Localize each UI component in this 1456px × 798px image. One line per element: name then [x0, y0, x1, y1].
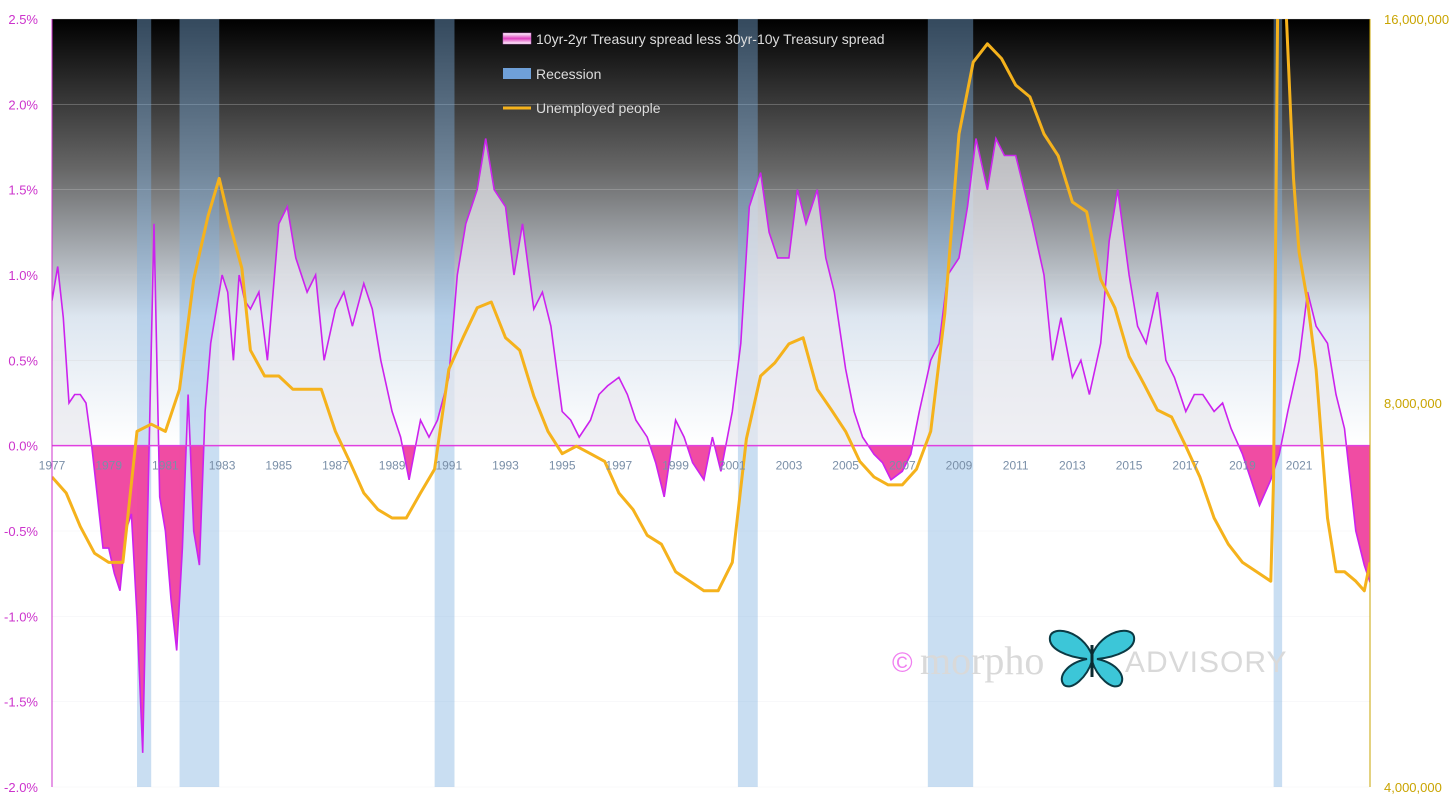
- spread-area-fill: [52, 138, 1370, 753]
- legend-label-unemployed: Unemployed people: [536, 100, 661, 116]
- spread-line: [52, 135, 1370, 753]
- x-tick-label-19: 2015: [1116, 459, 1143, 473]
- legend-label-spread: 10yr-2yr Treasury spread less 30yr-10y T…: [536, 31, 885, 47]
- x-tick-label-15: 2007: [889, 459, 916, 473]
- left-tick-label-3: 1.0%: [8, 268, 38, 283]
- legend-swatch-recession: [503, 68, 531, 79]
- x-tick-label-6: 1989: [379, 459, 406, 473]
- butterfly-icon: [1048, 629, 1136, 688]
- right-axis-ticks: 16,000,000 8,000,000 4,000,000: [1384, 12, 1449, 795]
- left-tick-label-7: -1.0%: [4, 609, 38, 624]
- x-tick-label-11: 1999: [662, 459, 689, 473]
- recession-band-5: [1273, 19, 1283, 787]
- x-tick-label-22: 2021: [1286, 459, 1313, 473]
- left-axis-ticks: 2.5% 2.0% 1.5% 1.0% 0.5% 0.0% -0.5% -1.0% -1.5% -…: [4, 12, 38, 795]
- x-tick-label-8: 1993: [492, 459, 519, 473]
- left-tick-label-2: 1.5%: [8, 183, 38, 198]
- x-tick-label-7: 1991: [435, 459, 462, 473]
- spread-series: [52, 135, 1370, 753]
- x-tick-label-2: 1981: [152, 459, 179, 473]
- x-tick-label-18: 2013: [1059, 459, 1086, 473]
- x-tick-label-13: 2003: [776, 459, 803, 473]
- x-tick-label-10: 1997: [606, 459, 633, 473]
- right-tick-label-1: 8,000,000: [1384, 396, 1442, 411]
- spread-inversion-fill: [52, 445, 1370, 753]
- left-tick-label-1: 2.0%: [8, 97, 38, 112]
- left-tick-label-6: -0.5%: [4, 524, 38, 539]
- left-tick-label-0: 2.5%: [8, 12, 38, 27]
- left-tick-label-8: -1.5%: [4, 695, 38, 710]
- left-tick-label-5: 0.0%: [8, 439, 38, 454]
- spread-fill: [52, 138, 1370, 753]
- x-tick-label-17: 2011: [1003, 459, 1029, 473]
- x-tick-label-16: 2009: [946, 459, 973, 473]
- left-tick-label-4: 0.5%: [8, 353, 38, 368]
- x-tick-label-12: 2001: [719, 459, 746, 473]
- inversion-areas: [52, 445, 1370, 753]
- x-tick-label-3: 1983: [209, 459, 236, 473]
- left-tick-label-9: -2.0%: [4, 780, 38, 795]
- x-tick-label-9: 1995: [549, 459, 576, 473]
- x-tick-label-21: 2019: [1229, 459, 1256, 473]
- x-tick-label-14: 2005: [832, 459, 859, 473]
- x-axis-ticks: 1977 1979 1981 1983 1985 1987 1989 1991 1993 1995…: [39, 459, 1313, 473]
- right-tick-label-2: 4,000,000: [1384, 780, 1442, 795]
- legend-label-recession: Recession: [536, 66, 601, 82]
- unemployed-line: [52, 19, 1370, 593]
- plot-background-lower: [52, 445, 1370, 787]
- unemployed-series: [52, 19, 1370, 593]
- watermark: © morpho ADVISORY: [892, 629, 1288, 688]
- right-tick-label-0: 16,000,000: [1384, 12, 1449, 27]
- x-tick-label-1: 1979: [95, 459, 122, 473]
- x-tick-label-4: 1985: [265, 459, 292, 473]
- watermark-word2: ADVISORY: [1125, 646, 1288, 679]
- watermark-word1: morpho: [920, 638, 1044, 683]
- legend-swatch-spread: [502, 32, 532, 45]
- legend: 10yr-2yr Treasury spread less 30yr-10y T…: [502, 31, 885, 116]
- x-tick-label-20: 2017: [1172, 459, 1199, 473]
- x-tick-label-5: 1987: [322, 459, 349, 473]
- x-tick-label-0: 1977: [39, 459, 66, 473]
- watermark-symbol: ©: [892, 647, 913, 678]
